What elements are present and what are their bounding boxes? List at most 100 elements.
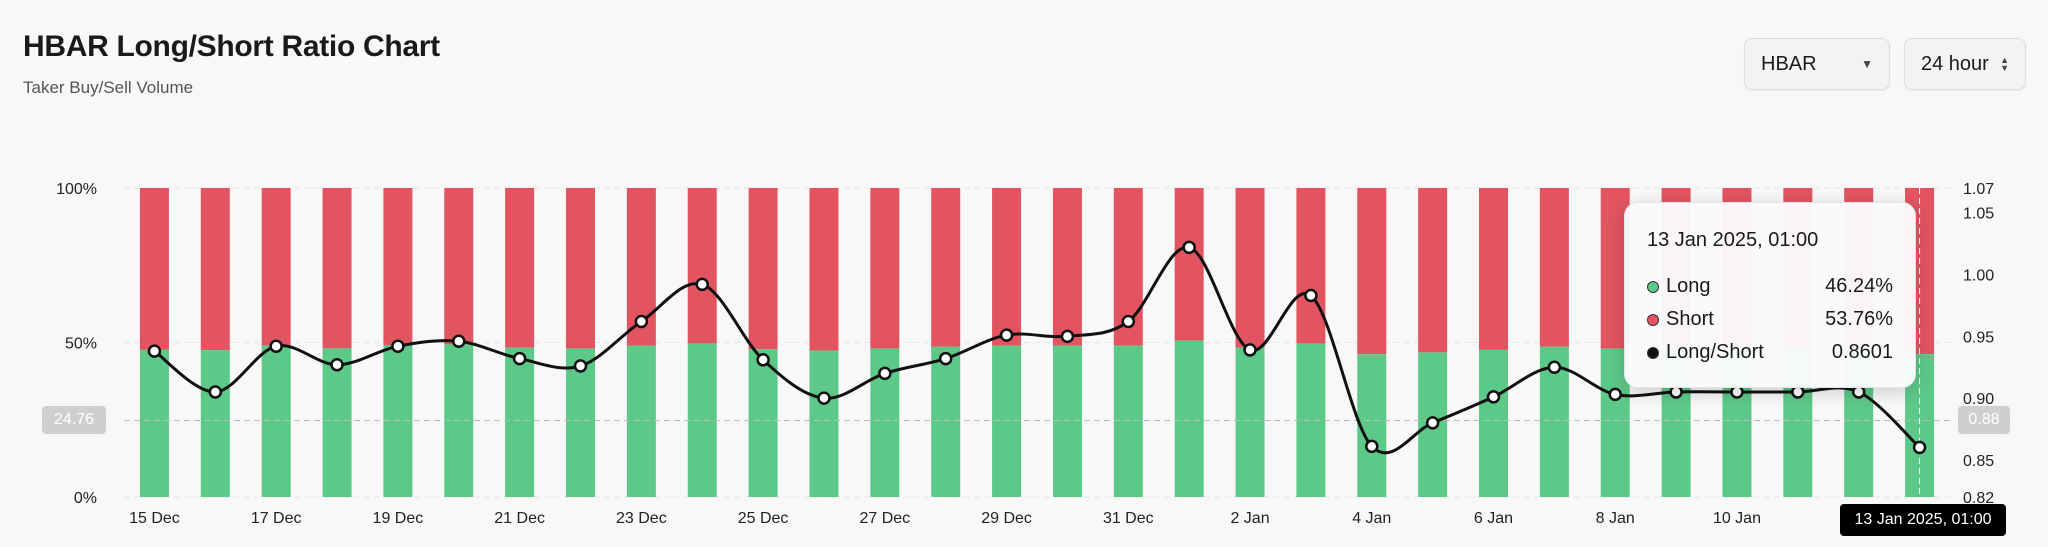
short-bar bbox=[261, 188, 291, 346]
short-bar bbox=[1539, 188, 1569, 347]
ratio-point bbox=[634, 314, 649, 329]
tooltip-row-short: Short 53.76% bbox=[1647, 303, 1893, 336]
short-bar bbox=[1296, 188, 1326, 344]
ratio-point bbox=[1669, 385, 1683, 399]
short-bar bbox=[687, 188, 717, 344]
y-left-tick-label: 100% bbox=[56, 181, 97, 198]
x-tick-label: 2 Jan bbox=[1230, 510, 1269, 527]
long-bar bbox=[1479, 349, 1508, 497]
ratio-point bbox=[1060, 329, 1075, 344]
crosshair-right-label: 0.88 bbox=[1958, 406, 2010, 434]
ratio-point bbox=[147, 344, 162, 358]
short-legend-dot-icon bbox=[1647, 313, 1659, 326]
x-axis: 15 Dec 17 Dec 19 Dec 21 Dec 23 Dec 25 Dec 27 D… bbox=[129, 510, 1761, 527]
short-bar bbox=[383, 188, 413, 345]
short-bar bbox=[1174, 188, 1204, 341]
page-subtitle: Taker Buy/Sell Volume bbox=[23, 78, 194, 97]
x-tick-label: 25 Dec bbox=[738, 510, 789, 527]
x-tick-label: 31 Dec bbox=[1103, 510, 1154, 527]
x-tick-label: 21 Dec bbox=[494, 510, 545, 527]
period-select[interactable]: 24 hour ▲ ▼ bbox=[1904, 38, 2026, 90]
long-bar bbox=[1052, 345, 1082, 497]
x-tick-label: 27 Dec bbox=[859, 510, 910, 527]
tooltip-row-ratio: Long/Short 0.8601 bbox=[1647, 336, 1893, 369]
y-right-tick-label: 0.82 bbox=[1963, 490, 1994, 507]
ratio-point bbox=[1425, 416, 1440, 430]
y-right-tick-label: 0.85 bbox=[1963, 453, 1994, 470]
asset-select-value: HBAR bbox=[1761, 52, 1817, 75]
ratio-point bbox=[1304, 288, 1318, 303]
short-bar bbox=[1418, 188, 1448, 353]
short-bar bbox=[505, 188, 535, 348]
y-right-tick-label: 0.95 bbox=[1963, 329, 1994, 346]
ratio-point bbox=[1243, 343, 1257, 357]
ratio-point bbox=[1486, 390, 1501, 404]
long-bar bbox=[261, 345, 291, 497]
asset-select[interactable]: HBAR ▼ bbox=[1744, 38, 1890, 90]
long-bar bbox=[1296, 343, 1326, 497]
ratio-point bbox=[756, 353, 770, 367]
short-bar bbox=[444, 188, 474, 345]
long-bar bbox=[748, 349, 778, 497]
ratio-point bbox=[1182, 240, 1196, 255]
short-bar bbox=[809, 188, 839, 351]
short-bar bbox=[870, 188, 900, 349]
ratio-point bbox=[391, 339, 405, 353]
short-bar bbox=[1357, 188, 1387, 355]
ratio-point bbox=[1791, 385, 1805, 399]
tooltip-label: Short bbox=[1666, 308, 1714, 330]
y-axis-right: 0.82 0.85 0.90 0.95 1.00 1.05 1.07 bbox=[1963, 181, 1994, 507]
ratio-point bbox=[1730, 385, 1744, 399]
tooltip-label: Long bbox=[1666, 275, 1711, 297]
ratio-point bbox=[878, 366, 892, 381]
long-legend-dot-icon bbox=[1647, 280, 1659, 293]
x-tick-label: 10 Jan bbox=[1713, 510, 1761, 527]
x-tick-label: 29 Dec bbox=[981, 510, 1032, 527]
tooltip-label: Long/Short bbox=[1666, 341, 1764, 363]
tooltip-value: 0.8601 bbox=[1831, 341, 1893, 363]
ratio-point bbox=[938, 351, 953, 366]
short-bar bbox=[1235, 188, 1265, 348]
chevron-down-icon: ▼ bbox=[1861, 57, 1873, 71]
tooltip-value: 46.24% bbox=[1825, 275, 1893, 297]
long-bar bbox=[1235, 347, 1265, 497]
ratio-point bbox=[817, 391, 831, 405]
long-bar bbox=[809, 350, 839, 497]
ratio-point bbox=[512, 351, 527, 366]
short-bar bbox=[566, 188, 595, 349]
ratio-point bbox=[330, 357, 344, 372]
x-tick-label: 17 Dec bbox=[251, 510, 302, 527]
long-bar bbox=[1174, 340, 1204, 497]
tooltip-value: 53.76% bbox=[1825, 308, 1893, 330]
page-title: HBAR Long/Short Ratio Chart bbox=[23, 30, 440, 63]
long-bar bbox=[566, 348, 595, 497]
tooltip-row-long: Long 46.24% bbox=[1647, 270, 1893, 303]
ratio-point bbox=[1365, 439, 1379, 454]
x-tick-label: 6 Jan bbox=[1474, 510, 1513, 527]
ratio-point bbox=[695, 277, 709, 292]
y-right-tick-label: 1.00 bbox=[1963, 268, 1994, 285]
x-tick-label: 4 Jan bbox=[1352, 510, 1391, 527]
long-bar bbox=[1113, 345, 1143, 497]
short-bar bbox=[1052, 188, 1082, 346]
long-bar bbox=[322, 348, 352, 497]
tooltip-title: 13 Jan 2025, 01:00 bbox=[1647, 229, 1819, 251]
ratio-point bbox=[269, 339, 283, 353]
ratio-point bbox=[999, 328, 1014, 342]
short-bar bbox=[1479, 188, 1508, 350]
long-bar bbox=[687, 343, 717, 497]
short-bar bbox=[748, 188, 778, 350]
short-bar bbox=[992, 188, 1022, 346]
crosshair-date-label: 13 Jan 2025, 01:00 bbox=[1840, 504, 2006, 536]
long-bar bbox=[992, 345, 1022, 497]
y-left-tick-label: 0% bbox=[74, 490, 97, 507]
ratio-point bbox=[452, 334, 466, 349]
short-bar bbox=[139, 188, 169, 350]
ratio-point bbox=[573, 359, 588, 373]
y-right-tick-label: 1.05 bbox=[1963, 206, 1994, 223]
short-bar bbox=[200, 188, 230, 351]
crosshair bbox=[124, 188, 1950, 497]
x-tick-label: 8 Jan bbox=[1596, 510, 1635, 527]
x-tick-label: 19 Dec bbox=[373, 510, 424, 527]
x-tick-label: 23 Dec bbox=[616, 510, 667, 527]
